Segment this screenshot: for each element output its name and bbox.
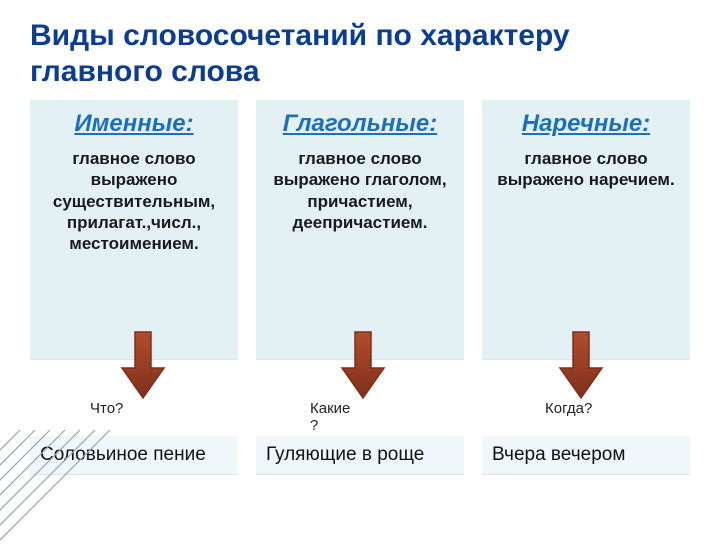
down-arrow-icon [340,330,386,400]
answers-row: Соловьиное пение Гуляющие в роще Вчера в… [0,430,720,475]
answer-box: Гуляющие в роще [256,436,464,475]
question-text: Когда? [545,400,592,417]
card-title: Наречные: [522,110,650,138]
questions-row: Что? Какие ? Когда? [0,400,720,430]
question-text: Что? [90,400,123,417]
card-title: Глагольные: [283,110,437,138]
card-adverbial: Наречные: главное слово выражено наречие… [482,100,690,360]
arrow-row [0,330,720,400]
page-title: Виды словосочетаний по характеру главног… [0,0,720,100]
card-verbal: Глагольные: главное слово выражено глаго… [256,100,464,360]
answer-box: Вчера вечером [482,436,690,475]
columns-row: Именные: главное слово выражено существи… [0,100,720,360]
card-description: главное слово выражено наречием. [488,148,684,191]
down-arrow-icon [558,330,604,400]
card-title: Именные: [74,110,193,138]
down-arrow-icon [120,330,166,400]
question-text: Какие ? [310,400,350,434]
card-nominal: Именные: главное слово выражено существи… [30,100,238,360]
answer-box: Соловьиное пение [30,436,238,475]
card-description: главное слово выражено глаголом, причаст… [262,148,458,233]
card-description: главное слово выражено существительным, … [36,148,232,254]
